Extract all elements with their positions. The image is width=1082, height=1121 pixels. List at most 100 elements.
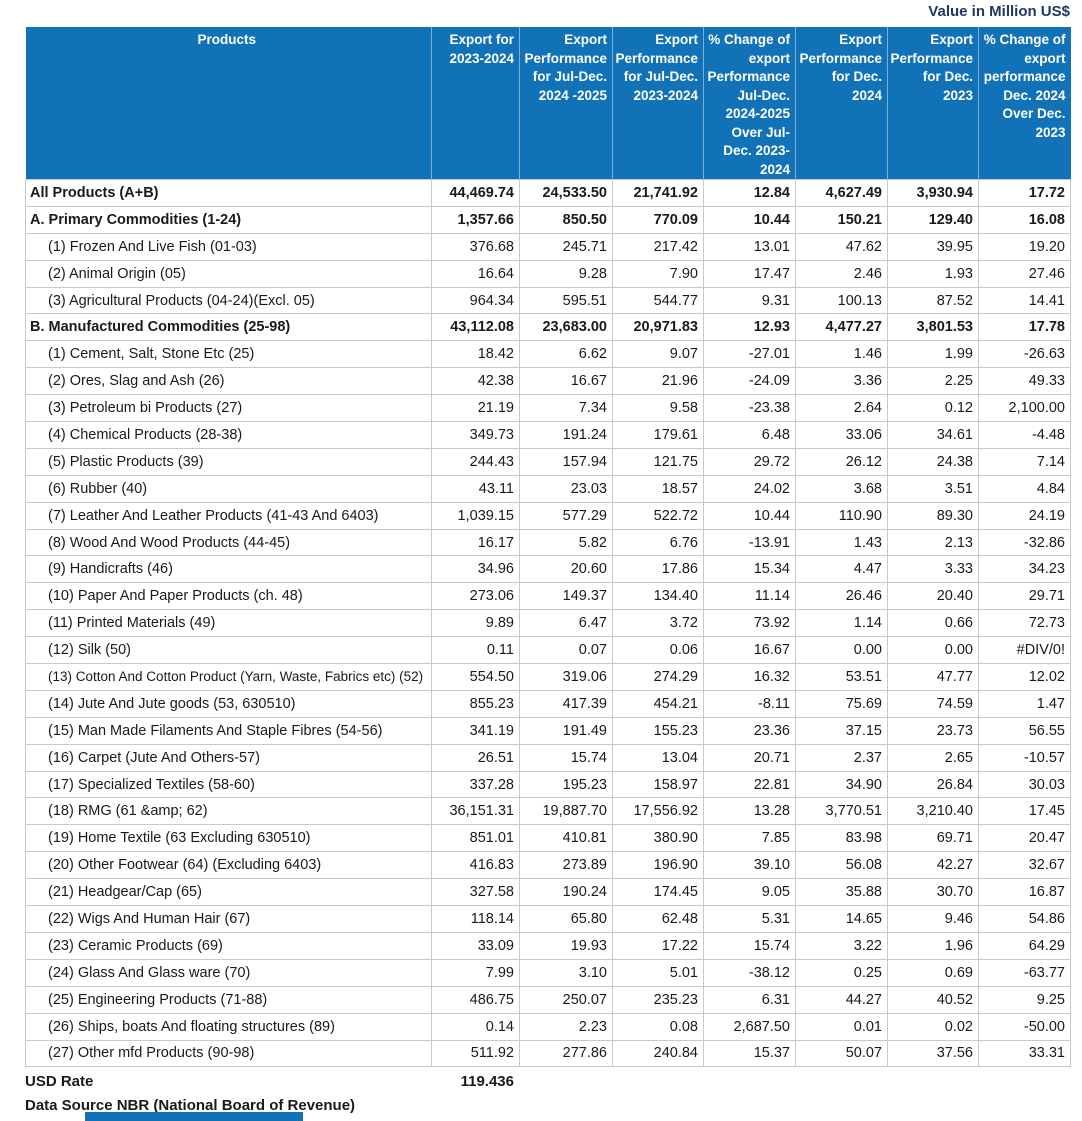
value-cell: 29.72 [703,447,796,476]
table-row: (2) Animal Origin (05) 16.64 9.28 7.90 17.4… [25,259,1071,288]
value-cell: 56.08 [795,851,888,880]
value-cell: 13.04 [612,743,704,772]
value-cell: 2.23 [519,1012,613,1041]
value-cell: 273.89 [519,851,613,880]
value-cell: 13.01 [703,232,796,261]
value-cell: 1.99 [887,340,979,369]
table-row: All Products (A+B) 44,469.74 24,533.50 21,… [25,179,1071,207]
value-cell: 9.46 [887,905,979,933]
value-cell: 595.51 [519,286,613,315]
value-cell: 20.47 [978,824,1071,853]
value-cell: 19,887.70 [519,797,613,826]
product-cell: (7) Leather And Leather Products (41-43 … [25,501,432,530]
value-cell: 6.62 [519,340,613,369]
value-cell: 4,627.49 [795,179,888,207]
product-cell: (11) Printed Materials (49) [25,609,432,638]
value-cell: 274.29 [612,663,704,691]
value-cell: 14.65 [795,905,888,933]
value-cell: 196.90 [612,851,704,880]
value-cell: -50.00 [978,1012,1071,1041]
value-cell: 3.72 [612,609,704,638]
value-cell: 149.37 [519,582,613,611]
value-cell: 56.55 [978,716,1071,745]
product-cell: (21) Headgear/Cap (65) [25,878,432,907]
product-cell: (24) Glass And Glass ware (70) [25,958,432,987]
value-cell: 24,533.50 [519,179,613,207]
value-cell: 17.22 [612,931,704,960]
table-row: (19) Home Textile (63 Excluding 630510) … [25,824,1071,853]
value-cell: 0.07 [519,636,613,665]
table-row: (23) Ceramic Products (69) 33.09 19.93 17.… [25,931,1071,960]
value-cell: 23,683.00 [519,313,613,342]
value-cell: 7.90 [612,259,704,288]
value-cell: 16.08 [978,205,1071,234]
value-cell: 22.81 [703,770,796,799]
value-cell: 15.74 [703,931,796,960]
export-performance-table: Products Export for 2023-2024 Export Per… [25,27,1071,1068]
product-cell: (26) Ships, boats And floating structure… [25,1012,432,1041]
value-cell: 150.21 [795,205,888,234]
table-row: A. Primary Commodities (1-24) 1,357.66 85… [25,205,1071,234]
value-cell: 33.09 [431,931,520,960]
table-row: (18) RMG (61 &amp; 62) 36,151.31 19,887.7… [25,797,1071,826]
value-cell: 87.52 [887,286,979,315]
table-row: (27) Other mfd Products (90-98) 511.92 27… [25,1039,1071,1068]
usd-rate-value: 119.436 [460,1073,514,1090]
value-cell: 16.67 [703,636,796,665]
value-cell: 53.51 [795,663,888,691]
value-cell: 3.68 [795,474,888,503]
header-perf-jul-dec-2023-2024: Export Performance for Jul-Dec. 2023-202… [612,27,704,180]
value-cell: 26.84 [887,770,979,799]
value-cell: 12.84 [703,179,796,207]
table-row: (21) Headgear/Cap (65) 327.58 190.24 174.4… [25,878,1071,907]
value-cell: 2.13 [887,528,979,557]
value-cell: 129.40 [887,205,979,234]
header-perf-jul-dec-2024-2025: Export Performance for Jul-Dec. 2024 -20… [519,27,613,180]
value-cell: 3,930.94 [887,179,979,207]
table-row: (1) Frozen And Live Fish (01-03) 376.68 2… [25,232,1071,261]
table-row: (8) Wood And Wood Products (44-45) 16.17… [25,528,1071,557]
value-cell: 34.61 [887,421,979,449]
header-pct-change-dec: % Change of export performance Dec. 2024… [978,27,1071,180]
value-cell: 26.46 [795,582,888,611]
product-cell: (17) Specialized Textiles (58-60) [25,770,432,799]
product-cell: (16) Carpet (Jute And Others-57) [25,743,432,772]
value-cell: 33.06 [795,421,888,449]
value-cell: 245.71 [519,232,613,261]
value-cell: 157.94 [519,447,613,476]
value-cell: 40.52 [887,985,979,1014]
value-cell: 42.27 [887,851,979,880]
value-cell: 19.93 [519,931,613,960]
value-cell: 19.20 [978,232,1071,261]
value-cell: 16.87 [978,878,1071,907]
value-cell: 3,801.53 [887,313,979,342]
value-cell: 9.58 [612,394,704,423]
value-cell: 47.77 [887,663,979,691]
value-cell: 179.61 [612,421,704,449]
value-cell: 9.05 [703,878,796,907]
value-cell: 0.12 [887,394,979,423]
value-cell: 0.11 [431,636,520,665]
value-cell: 30.03 [978,770,1071,799]
value-cell: 15.34 [703,555,796,584]
table-row: (2) Ores, Slag and Ash (26) 42.38 16.67 21… [25,367,1071,396]
value-cell: 9.89 [431,609,520,638]
product-cell: (9) Handicrafts (46) [25,555,432,584]
value-cell: 3.22 [795,931,888,960]
value-cell: 349.73 [431,421,520,449]
value-cell: 851.01 [431,824,520,853]
header-export-2023-2024: Export for 2023-2024 [431,27,520,180]
value-cell: 7.99 [431,958,520,987]
product-cell: (13) Cotton And Cotton Product (Yarn, Wa… [25,663,432,691]
value-cell: 9.25 [978,985,1071,1014]
value-cell: 73.92 [703,609,796,638]
value-cell: 1,039.15 [431,501,520,530]
value-cell: 554.50 [431,663,520,691]
product-cell: (20) Other Footwear (64) (Excluding 6403… [25,851,432,880]
usd-rate-label: USD Rate [25,1073,94,1090]
value-cell: 24.19 [978,501,1071,530]
value-cell: 15.74 [519,743,613,772]
value-cell: 21.96 [612,367,704,396]
value-cell: 1.14 [795,609,888,638]
value-cell: 850.50 [519,205,613,234]
